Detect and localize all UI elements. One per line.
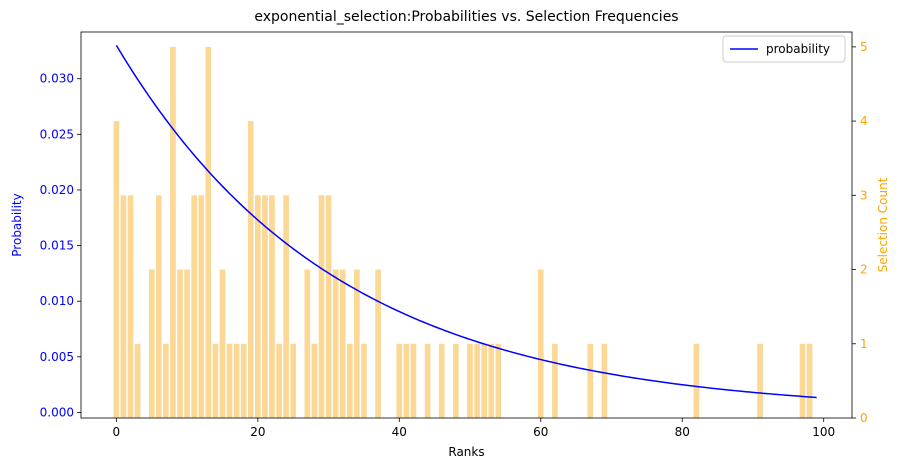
selection-count-bar — [155, 195, 162, 418]
legend-box — [722, 35, 846, 63]
selection-count-bar — [113, 121, 120, 418]
selection-count-bar — [247, 121, 254, 418]
selection-count-bar — [799, 343, 806, 418]
selection-count-bar — [262, 195, 268, 418]
selection-count-bar — [693, 343, 700, 418]
selection-count-bar — [438, 343, 445, 418]
selection-count-bar — [354, 269, 360, 418]
y-left-tick-label: 0.010 — [40, 294, 74, 308]
selection-count-bar — [495, 343, 502, 418]
selection-count-bar — [410, 343, 417, 418]
selection-count-bar — [134, 343, 141, 418]
y-right-tick-label: 5 — [860, 40, 868, 54]
selection-count-bar — [269, 195, 275, 418]
selection-count-bar — [205, 46, 212, 418]
y-right-tick-label: 4 — [860, 114, 868, 128]
selection-count-bar — [332, 269, 339, 418]
selection-count-bar — [184, 269, 190, 418]
selection-count-bar — [170, 46, 176, 418]
y-left-tick-label: 0.005 — [40, 350, 74, 364]
selection-count-bar — [587, 343, 594, 418]
y-right-tick-label: 3 — [860, 188, 868, 202]
selection-count-bar — [396, 343, 403, 418]
legend: probability — [722, 35, 846, 63]
selection-count-bar — [120, 195, 127, 418]
selection-count-bar — [403, 343, 410, 418]
selection-count-bar — [226, 343, 233, 418]
ticks: 0 20 40 60 80 1000.0000.0050.0100.0150.0200.0… — [40, 40, 868, 439]
y-left-tick-label: 0.000 — [40, 405, 74, 419]
selection-count-bar — [488, 343, 495, 418]
selection-count-bar — [177, 269, 183, 418]
selection-count-bar — [304, 269, 311, 418]
x-tick-label: 0 — [113, 425, 121, 439]
selection-count-bar — [346, 343, 353, 418]
bar-series — [113, 46, 813, 418]
selection-count-bar — [601, 343, 608, 418]
x-axis-label: Ranks — [448, 445, 484, 459]
y-left-tick-label: 0.015 — [40, 239, 74, 253]
probability-line — [115, 44, 817, 399]
y-axis-left-label: Probability — [10, 193, 24, 256]
selection-count-bar — [148, 269, 155, 418]
y-right-tick-label: 2 — [860, 263, 868, 277]
selection-count-bar — [375, 269, 381, 418]
selection-count-bar — [127, 195, 134, 418]
selection-count-bar — [233, 343, 240, 418]
y-left-tick-label: 0.030 — [40, 72, 74, 86]
selection-count-bar — [240, 343, 247, 418]
selection-count-bar — [806, 343, 813, 418]
legend-label: probability — [766, 42, 830, 56]
selection-count-bar — [198, 195, 205, 418]
y-axis-right-label: Selection Count — [876, 177, 890, 272]
selection-count-bar — [467, 343, 473, 418]
selection-count-bar — [219, 269, 226, 418]
line-series — [115, 44, 817, 399]
selection-count-bar — [276, 343, 282, 418]
x-tick-label: 40 — [392, 425, 407, 439]
selection-count-bar — [361, 343, 367, 418]
y-left-tick-label: 0.020 — [40, 183, 74, 197]
selection-count-bar — [311, 343, 318, 418]
selection-count-bar — [163, 343, 169, 418]
x-tick-label: 100 — [812, 425, 835, 439]
selection-count-bar — [757, 343, 763, 418]
selection-count-bar — [552, 343, 558, 418]
selection-count-bar — [537, 269, 544, 418]
y-left-tick-label: 0.025 — [40, 127, 74, 141]
selection-count-bar — [453, 343, 459, 418]
y-right-tick-label: 1 — [860, 337, 868, 351]
selection-count-bar — [325, 195, 332, 418]
selection-count-bar — [318, 195, 325, 418]
plot-frame-rect — [80, 31, 853, 419]
y-right-tick-label: 0 — [860, 411, 868, 425]
selection-count-bar — [474, 343, 480, 418]
selection-count-bar — [339, 269, 346, 418]
selection-count-bar — [191, 195, 197, 418]
x-tick-label: 20 — [250, 425, 265, 439]
chart-title: exponential_selection:Probabilities vs. … — [254, 9, 678, 25]
plot-frame — [80, 31, 853, 419]
selection-count-bar — [481, 343, 488, 418]
selection-count-bar — [212, 343, 219, 418]
selection-count-bar — [424, 343, 431, 418]
x-tick-label: 60 — [533, 425, 548, 439]
x-tick-label: 80 — [675, 425, 690, 439]
selection-count-bar — [255, 195, 261, 418]
selection-count-bar — [283, 195, 289, 418]
selection-count-bar — [290, 343, 297, 418]
